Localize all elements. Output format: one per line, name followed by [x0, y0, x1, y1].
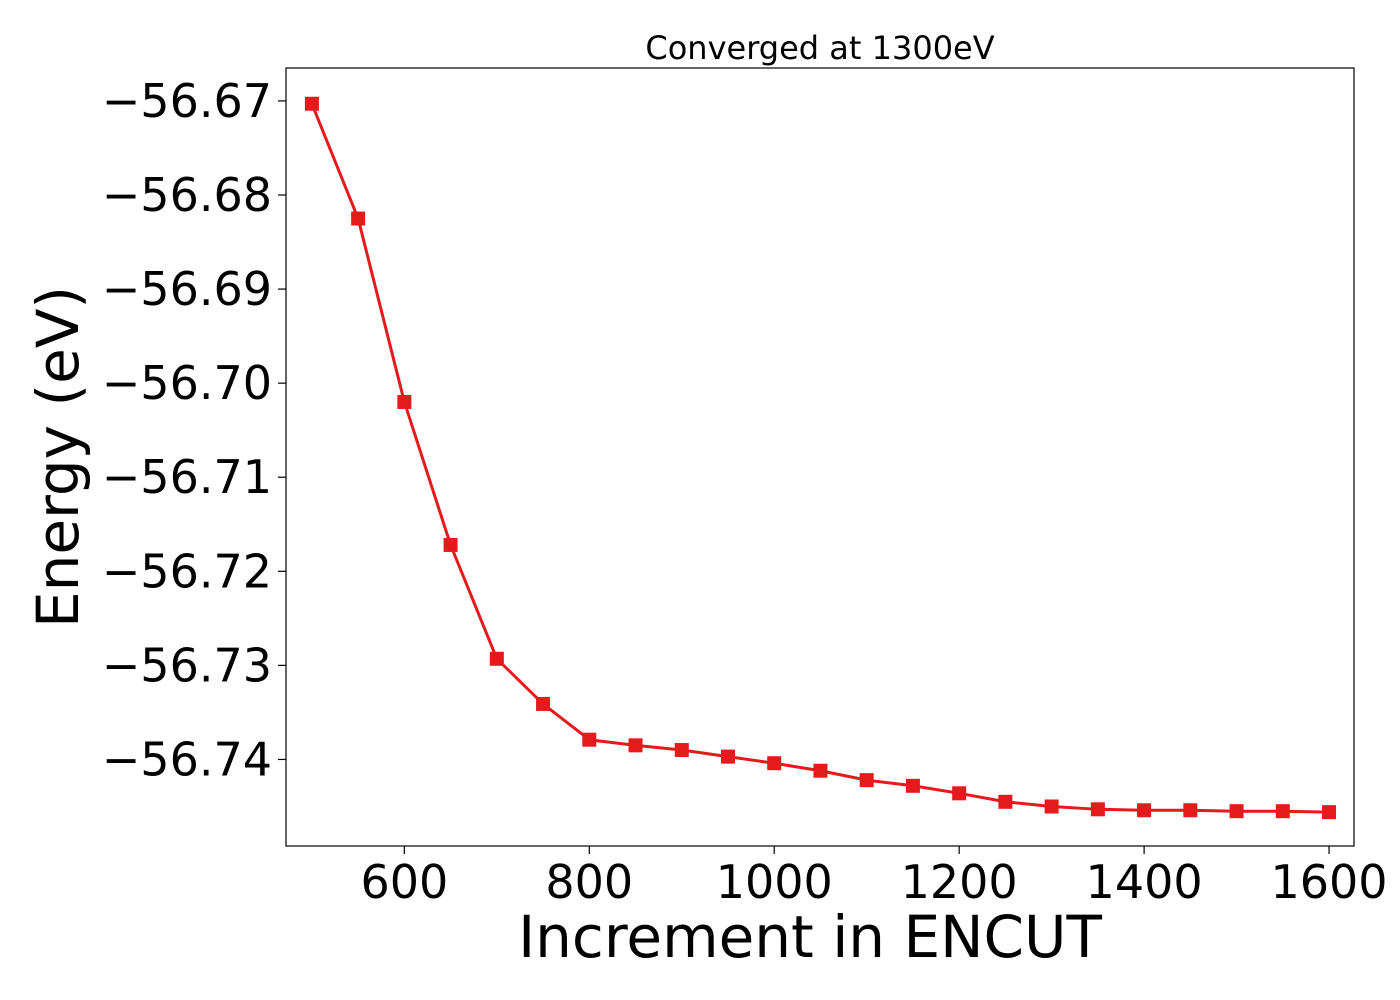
data-point-marker [1229, 804, 1244, 819]
data-point-marker [443, 537, 458, 552]
y-axis-ticks: −56.67 −56.68 −56.69 −56.70 −56.71 −56.72 −56.… [102, 74, 286, 786]
y-tick-label: −56.73 [102, 638, 272, 692]
data-point-marker [536, 696, 551, 711]
x-tick-label: 600 [360, 855, 448, 909]
x-axis-ticks: 600 800 1000 1200 1400 1600 [360, 846, 1388, 909]
data-point-marker [628, 738, 643, 753]
data-point-marker [489, 651, 504, 666]
y-tick-label: −56.74 [102, 732, 272, 786]
data-point-marker [397, 394, 412, 409]
data-point-marker [1137, 803, 1152, 818]
x-tick-label: 1000 [716, 855, 833, 909]
data-point-marker [1044, 799, 1059, 814]
x-axis-label: Increment in ENCUT [518, 903, 1102, 971]
y-tick-label: −56.67 [102, 74, 272, 128]
x-tick-label: 1600 [1270, 855, 1387, 909]
data-point-marker [905, 778, 920, 793]
data-point-marker [1183, 803, 1198, 818]
data-point-marker [998, 794, 1013, 809]
plot-area [285, 67, 1355, 847]
data-point-marker [952, 786, 967, 801]
data-point-marker [1275, 804, 1290, 819]
data-point-marker [582, 732, 597, 747]
data-point-marker [304, 96, 319, 111]
y-axis-label: Energy (eV) [24, 286, 92, 628]
data-point-marker [767, 756, 782, 771]
x-tick-label: 1400 [1086, 855, 1203, 909]
x-tick-label: 800 [545, 855, 633, 909]
data-point-marker [1090, 802, 1105, 817]
data-point-marker [351, 211, 366, 226]
y-tick-label: −56.68 [102, 168, 272, 222]
data-point-marker [813, 763, 828, 778]
data-point-marker [674, 743, 689, 758]
x-tick-label: 1200 [901, 855, 1018, 909]
series-layer [304, 96, 1337, 820]
y-tick-label: −56.69 [102, 262, 272, 316]
data-point-marker [859, 773, 874, 788]
series-line [310, 103, 1330, 814]
y-tick-label: −56.71 [102, 450, 272, 504]
y-tick-label: −56.72 [102, 544, 272, 598]
data-point-marker [1322, 805, 1337, 820]
y-tick-label: −56.70 [102, 356, 272, 410]
chart-title: Converged at 1300eV [645, 29, 994, 67]
data-point-marker [720, 749, 735, 764]
